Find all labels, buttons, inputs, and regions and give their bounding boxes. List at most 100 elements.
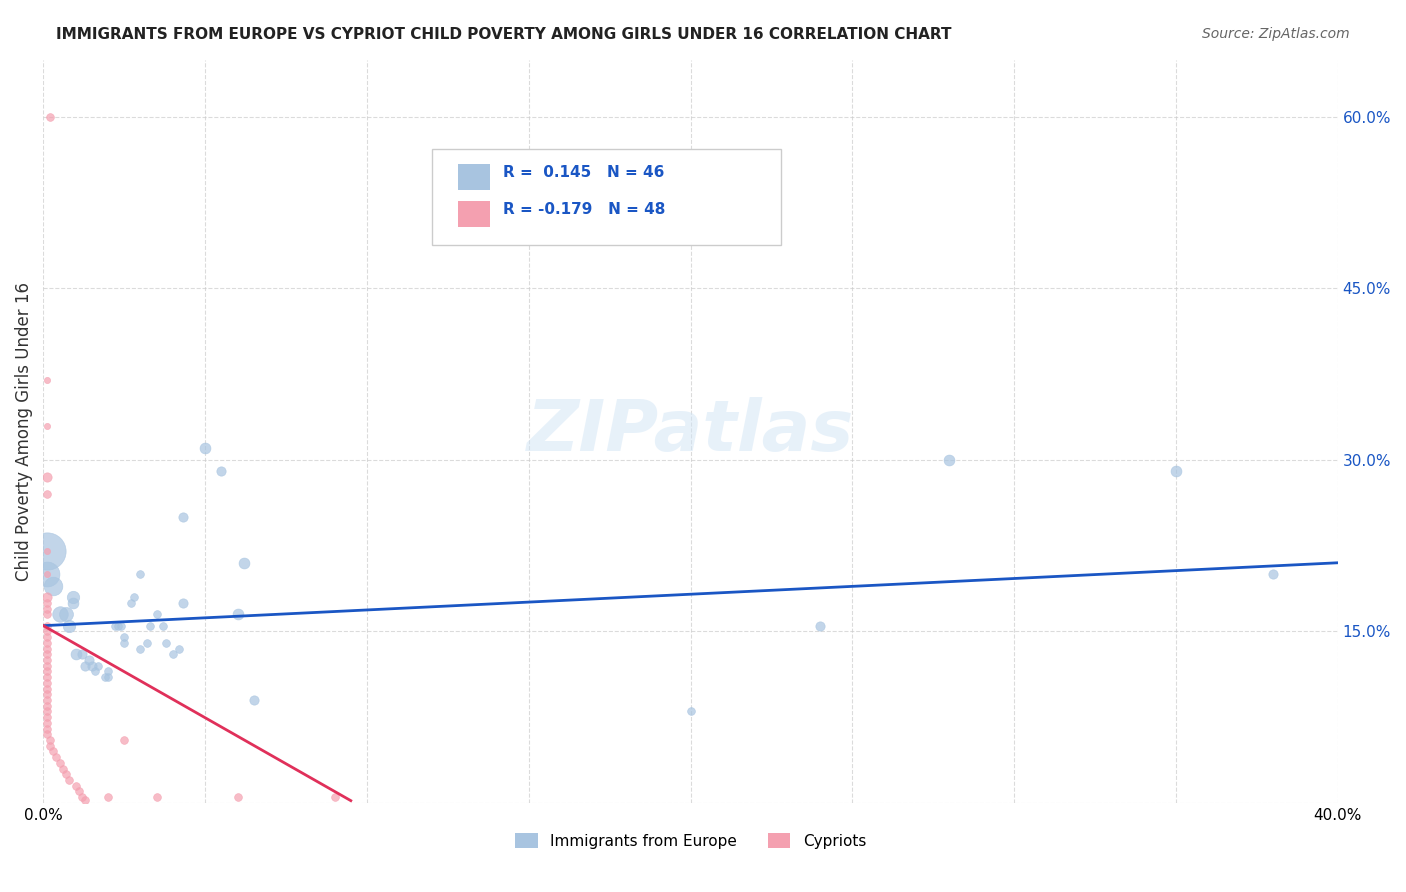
Point [35, 373, 58, 387]
Point [65, 779, 87, 793]
Point [35, 653, 58, 667]
Point [35, 470, 58, 484]
Point [104, 618, 127, 632]
Point [35, 681, 58, 696]
Point [35, 647, 58, 661]
Point [209, 464, 232, 478]
Point [35, 567, 58, 582]
Point [35, 636, 58, 650]
Point [139, 618, 162, 632]
Point [35, 676, 58, 690]
FancyBboxPatch shape [432, 149, 782, 245]
Point [42, 744, 65, 758]
Point [97, 670, 120, 684]
Point [323, 790, 346, 805]
Bar [457, 201, 489, 227]
Point [110, 618, 132, 632]
Point [38, 733, 60, 747]
Point [35, 698, 58, 713]
Point [107, 618, 129, 632]
Point [94, 670, 117, 684]
Point [97, 665, 120, 679]
Point [75, 658, 97, 673]
Point [1164, 464, 1187, 478]
Point [162, 647, 184, 661]
Point [87, 658, 110, 673]
Point [58, 618, 80, 632]
Text: IMMIGRANTS FROM EUROPE VS CYPRIOT CHILD POVERTY AMONG GIRLS UNDER 16 CORRELATION: IMMIGRANTS FROM EUROPE VS CYPRIOT CHILD … [56, 27, 952, 42]
Point [122, 590, 145, 604]
Point [172, 596, 194, 610]
Point [35, 687, 58, 701]
Point [679, 705, 702, 719]
Point [35, 630, 58, 644]
Point [35, 596, 58, 610]
Point [35, 710, 58, 724]
Point [52, 762, 75, 776]
Point [129, 567, 152, 582]
Point [35, 618, 58, 632]
Point [145, 790, 167, 805]
Point [226, 607, 249, 622]
Point [35, 658, 58, 673]
Point [35, 722, 58, 736]
Point [136, 636, 159, 650]
Point [120, 596, 142, 610]
Point [70, 647, 93, 661]
Point [65, 647, 87, 661]
Point [112, 636, 135, 650]
Point [35, 418, 58, 433]
Text: ZIPatlas: ZIPatlas [527, 397, 855, 466]
Point [35, 665, 58, 679]
Point [112, 630, 135, 644]
Point [38, 110, 60, 124]
Point [35, 544, 58, 558]
Point [808, 618, 831, 632]
Point [97, 790, 120, 805]
Point [129, 641, 152, 656]
Bar [457, 163, 489, 190]
Text: Source: ZipAtlas.com: Source: ZipAtlas.com [1202, 27, 1350, 41]
Point [48, 607, 70, 622]
Point [35, 567, 58, 582]
Point [67, 784, 90, 798]
Point [152, 618, 174, 632]
Point [112, 733, 135, 747]
Point [226, 790, 249, 805]
Y-axis label: Child Poverty Among Girls Under 16: Child Poverty Among Girls Under 16 [15, 282, 32, 581]
Point [38, 739, 60, 753]
Point [35, 715, 58, 730]
Point [35, 705, 58, 719]
Point [84, 665, 107, 679]
Point [35, 693, 58, 707]
Point [242, 693, 264, 707]
Text: R =  0.145   N = 46: R = 0.145 N = 46 [503, 165, 664, 180]
Point [62, 596, 84, 610]
Point [70, 790, 93, 805]
Point [35, 590, 58, 604]
Point [169, 641, 191, 656]
Point [35, 544, 58, 558]
Point [75, 792, 97, 806]
Point [42, 579, 65, 593]
Point [35, 601, 58, 615]
Point [155, 636, 177, 650]
Point [35, 727, 58, 741]
Point [77, 653, 100, 667]
Point [233, 556, 256, 570]
Point [48, 756, 70, 770]
Point [35, 487, 58, 501]
Point [938, 453, 960, 467]
Point [58, 773, 80, 788]
Point [55, 767, 77, 781]
Point [194, 442, 217, 456]
Point [35, 670, 58, 684]
Point [55, 607, 77, 622]
Point [145, 607, 167, 622]
Point [45, 750, 67, 764]
Point [172, 510, 194, 524]
Point [1261, 567, 1284, 582]
Point [35, 641, 58, 656]
Legend: Immigrants from Europe, Cypriots: Immigrants from Europe, Cypriots [509, 827, 872, 855]
Point [35, 607, 58, 622]
